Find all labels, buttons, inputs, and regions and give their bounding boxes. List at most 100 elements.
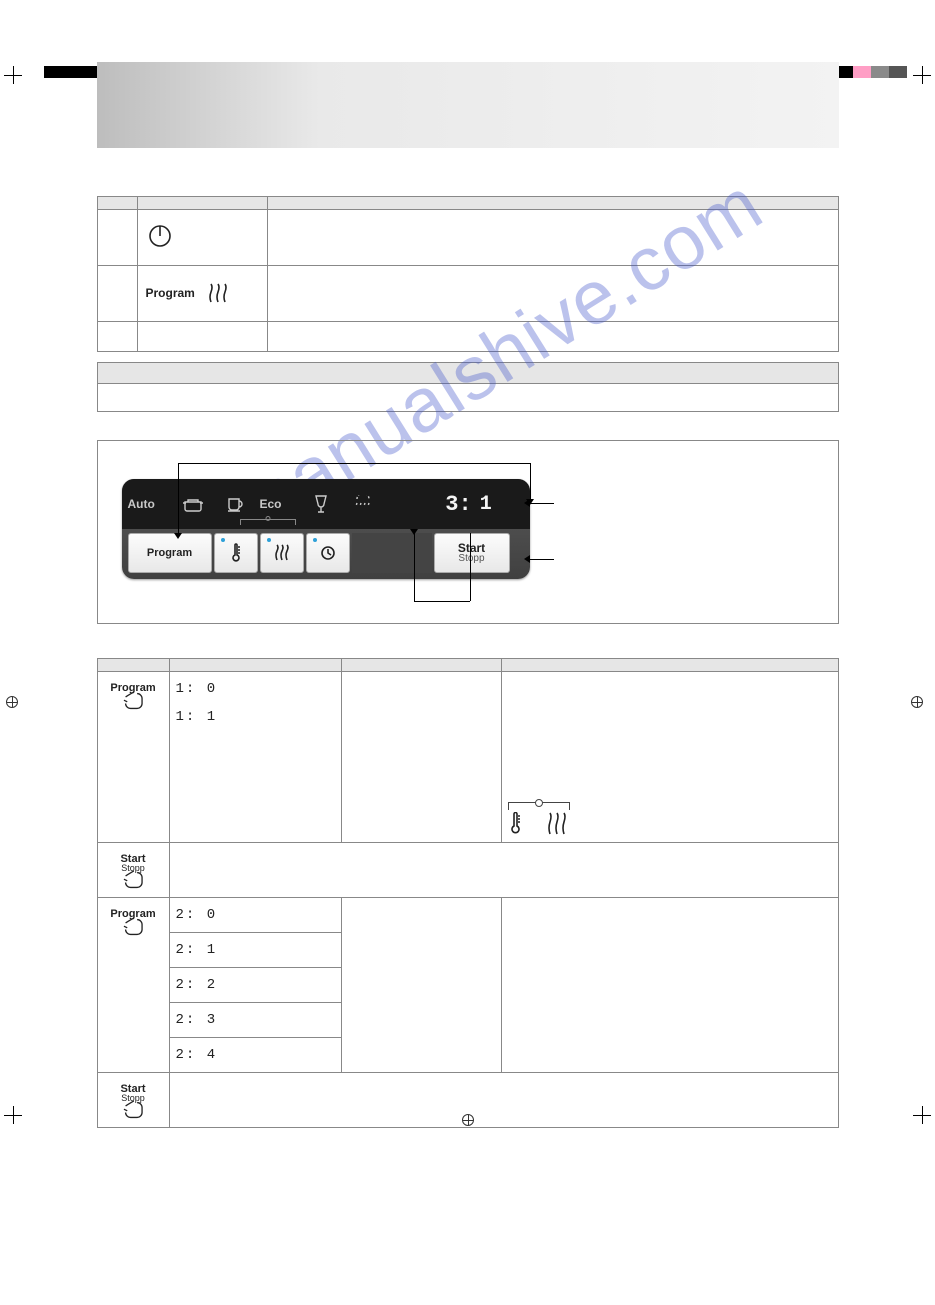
power-icon xyxy=(146,222,174,250)
arrow-down-icon xyxy=(174,533,182,539)
header-banner xyxy=(97,62,839,148)
dishwasher-panel: Auto Eco 3: 1 xyxy=(122,479,530,579)
symbols-table: Program xyxy=(97,196,839,352)
shower-icon xyxy=(346,495,380,513)
control-panel-diagram: Auto Eco 3: 1 xyxy=(97,440,839,624)
table-header xyxy=(97,197,137,210)
panel-button-row: Program xyxy=(128,533,524,573)
heat-waves-icon xyxy=(546,812,568,836)
display-cell: 2: 4 xyxy=(169,1038,341,1073)
table-row xyxy=(97,210,838,266)
callout-line xyxy=(530,503,554,504)
description-cell xyxy=(267,322,838,352)
display-cell: 1: 0 1: 1 xyxy=(169,672,341,843)
panel-program-strip: Auto Eco 3: 1 xyxy=(122,479,530,529)
half-load-bracket-icon xyxy=(240,519,296,525)
display-code: 2: 4 xyxy=(176,1044,335,1066)
display-code: 2: 0 xyxy=(176,904,335,926)
symbol-cell xyxy=(137,322,267,352)
table-header xyxy=(267,197,838,210)
button-cell: Start Stopp xyxy=(97,843,169,898)
row-number xyxy=(97,322,137,352)
display-cell: 2: 2 xyxy=(169,968,341,1003)
registration-mark-icon xyxy=(6,696,18,708)
table-row: Program 1: 0 1: 1 xyxy=(97,672,838,843)
glass-icon xyxy=(304,494,338,514)
setting-cell xyxy=(341,898,501,1073)
crop-mark-icon xyxy=(4,66,22,84)
note-cell xyxy=(501,898,838,1073)
description-cell xyxy=(267,210,838,266)
button-cell: Program xyxy=(97,672,169,843)
thermometer-icon xyxy=(508,812,524,836)
table-header xyxy=(169,659,341,672)
crop-mark-icon xyxy=(4,1106,22,1124)
display-cell: 2: 3 xyxy=(169,1003,341,1038)
start-stop-button[interactable]: Start Stopp xyxy=(434,533,510,573)
half-load-icons xyxy=(508,802,832,836)
arrow-left-icon xyxy=(524,555,530,563)
symbol-cell xyxy=(137,210,267,266)
setting-cell xyxy=(341,672,501,843)
panel-gap xyxy=(352,533,432,573)
callout-line xyxy=(530,559,554,560)
table-header xyxy=(341,659,501,672)
note-table xyxy=(97,362,839,412)
table-row: Program 2: 0 xyxy=(97,898,838,933)
button-cell: Program xyxy=(97,898,169,1073)
thermometer-icon xyxy=(229,543,243,563)
cup-icon xyxy=(218,495,252,513)
merged-cell xyxy=(169,1073,838,1128)
arrow-left-icon xyxy=(524,499,530,507)
table-row xyxy=(97,322,838,352)
display-code: 2: 2 xyxy=(176,974,335,996)
pot-icon xyxy=(176,495,210,513)
display-code: 1: 1 xyxy=(176,706,335,728)
settings-table: Program 1: 0 1: 1 xyxy=(97,658,839,1128)
stop-label: Stopp xyxy=(458,554,484,564)
registration-mark-icon xyxy=(911,696,923,708)
callout-line xyxy=(470,533,471,601)
note-cell xyxy=(501,672,838,843)
program-button[interactable]: Program xyxy=(128,533,212,573)
temperature-button[interactable] xyxy=(214,533,258,573)
heat-waves-icon xyxy=(273,544,291,562)
heat-button[interactable] xyxy=(260,533,304,573)
row-number xyxy=(97,210,137,266)
button-cell: Start Stopp xyxy=(97,1073,169,1128)
merged-cell xyxy=(169,843,838,898)
tap-hand-icon xyxy=(119,869,147,891)
table-header xyxy=(501,659,838,672)
table-row: Program xyxy=(97,266,838,322)
bracket-icon xyxy=(508,802,570,810)
display-code: 1: 0 xyxy=(176,678,335,700)
display-code: 2: 3 xyxy=(176,1009,335,1031)
heat-waves-icon xyxy=(206,282,230,306)
digital-display: 3: 1 xyxy=(428,487,510,521)
delay-button[interactable] xyxy=(306,533,350,573)
clock-icon xyxy=(320,545,336,561)
crop-mark-icon xyxy=(913,66,931,84)
table-row: Start Stopp xyxy=(97,1073,838,1128)
table-row: Start Stopp xyxy=(97,843,838,898)
callout-line xyxy=(414,601,470,602)
callout-line xyxy=(530,463,531,503)
display-cell: 2: 1 xyxy=(169,933,341,968)
table-cell xyxy=(97,384,838,412)
arrow-up-icon xyxy=(410,529,418,535)
tap-hand-icon xyxy=(119,916,147,938)
symbol-cell: Program xyxy=(137,266,267,322)
tap-hand-icon xyxy=(119,1099,147,1121)
callout-line xyxy=(178,463,530,464)
table-header xyxy=(97,659,169,672)
callout-line xyxy=(178,463,179,537)
table-header xyxy=(97,363,838,384)
callout-line xyxy=(414,533,415,601)
page-content: manualshive.com xyxy=(97,62,839,1128)
tap-hand-icon xyxy=(119,690,147,712)
eco-program-label: Eco xyxy=(260,497,296,511)
display-left-digit: 3: xyxy=(445,492,471,517)
crop-mark-icon xyxy=(913,1106,931,1124)
table-header xyxy=(137,197,267,210)
display-right-digit: 1 xyxy=(480,493,492,516)
